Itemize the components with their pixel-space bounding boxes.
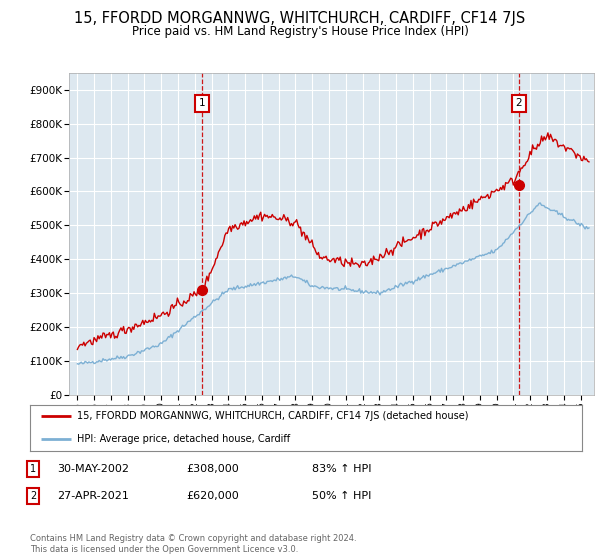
Text: 50% ↑ HPI: 50% ↑ HPI (312, 491, 371, 501)
Text: 1: 1 (199, 99, 205, 108)
Text: HPI: Average price, detached house, Cardiff: HPI: Average price, detached house, Card… (77, 435, 290, 444)
Text: 83% ↑ HPI: 83% ↑ HPI (312, 464, 371, 474)
Text: 15, FFORDD MORGANNWG, WHITCHURCH, CARDIFF, CF14 7JS (detached house): 15, FFORDD MORGANNWG, WHITCHURCH, CARDIF… (77, 412, 469, 421)
Text: 27-APR-2021: 27-APR-2021 (57, 491, 129, 501)
Text: Contains HM Land Registry data © Crown copyright and database right 2024.
This d: Contains HM Land Registry data © Crown c… (30, 534, 356, 554)
Text: 15, FFORDD MORGANNWG, WHITCHURCH, CARDIFF, CF14 7JS: 15, FFORDD MORGANNWG, WHITCHURCH, CARDIF… (74, 11, 526, 26)
Text: Price paid vs. HM Land Registry's House Price Index (HPI): Price paid vs. HM Land Registry's House … (131, 25, 469, 38)
Text: £308,000: £308,000 (186, 464, 239, 474)
Text: £620,000: £620,000 (186, 491, 239, 501)
Text: 30-MAY-2002: 30-MAY-2002 (57, 464, 129, 474)
Text: 1: 1 (30, 464, 36, 474)
Text: 2: 2 (516, 99, 523, 108)
Text: 2: 2 (30, 491, 36, 501)
